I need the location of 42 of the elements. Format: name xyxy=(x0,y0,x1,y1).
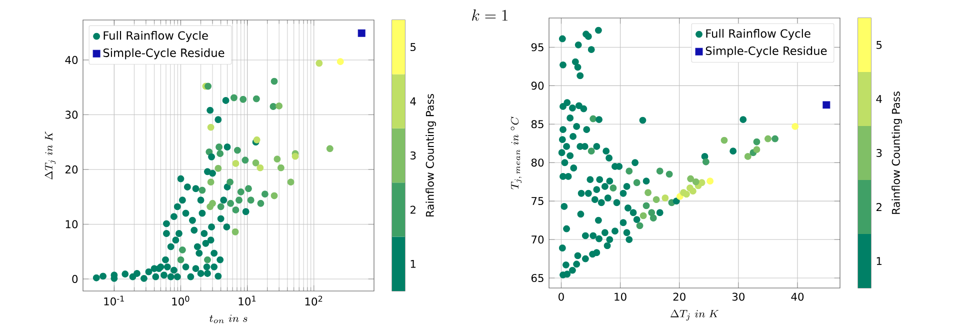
x-tick-label: 10$^{1}$ xyxy=(238,296,256,306)
y-tick-label: 0 xyxy=(72,274,78,283)
x-tick-label: 0 xyxy=(558,292,564,301)
color-bar-label: 1 xyxy=(410,260,416,268)
y-axis-title: $T_{j,\, mean}\ in\ {}^{\circ}C$ xyxy=(510,116,522,190)
color-bar-label: 4 xyxy=(876,95,882,103)
x-axis-title: $t_{on}\ in\ s$ xyxy=(209,314,248,324)
y-axis-title: $\Delta T_{j}\ in\ K$ xyxy=(44,131,56,180)
legend-label: Simple-Cycle Residue xyxy=(706,46,827,58)
color-bar-title: Rainflow Counting Pass xyxy=(892,92,902,214)
y-tick-label: 90 xyxy=(531,82,544,90)
y-tick-label: 70 xyxy=(532,235,544,244)
color-bar-label: 3 xyxy=(410,151,416,160)
x-tick-label: 10$^{0}$ xyxy=(172,296,190,306)
y-tick-label: 95 xyxy=(531,43,544,52)
color-bar-label: 1 xyxy=(876,257,882,265)
y-tick-label: 20 xyxy=(65,165,78,174)
y-tick-label: 75 xyxy=(532,197,544,206)
x-tick-label: 10$^{2}$ xyxy=(305,296,322,306)
color-bar-label: 2 xyxy=(876,203,882,211)
legend-label: Full Rainflow Cycle xyxy=(104,31,208,42)
color-bar-title: Rainflow Counting Pass xyxy=(426,94,436,216)
color-bar-label: 4 xyxy=(410,97,416,106)
y-tick-label: 85 xyxy=(531,120,544,128)
legend-label: Full Rainflow Cycle xyxy=(706,28,810,40)
x-tick-label: 10$^{-1}$ xyxy=(104,296,124,306)
color-bar-label: 5 xyxy=(410,43,416,52)
x-axis-title: $\Delta T_{j}\ in\ K$ xyxy=(670,310,719,320)
y-tick-label: 10 xyxy=(66,220,78,228)
color-bar-label: 3 xyxy=(876,148,882,158)
y-tick-label: 80 xyxy=(531,158,544,167)
legend-label: Simple-Cycle Residue xyxy=(103,48,224,60)
y-tick-label: 40 xyxy=(65,56,78,64)
color-bar-label: 2 xyxy=(410,206,416,214)
chart-title: $k = 1$ xyxy=(472,9,508,21)
y-tick-label: 65 xyxy=(531,274,544,282)
y-tick-label: 30 xyxy=(66,110,78,119)
x-tick-label: 40 xyxy=(791,292,804,301)
x-tick-label: 10 xyxy=(614,292,626,301)
color-bar-label: 5 xyxy=(876,41,882,49)
x-tick-label: 20 xyxy=(673,292,686,301)
x-tick-label: 30 xyxy=(732,292,744,301)
